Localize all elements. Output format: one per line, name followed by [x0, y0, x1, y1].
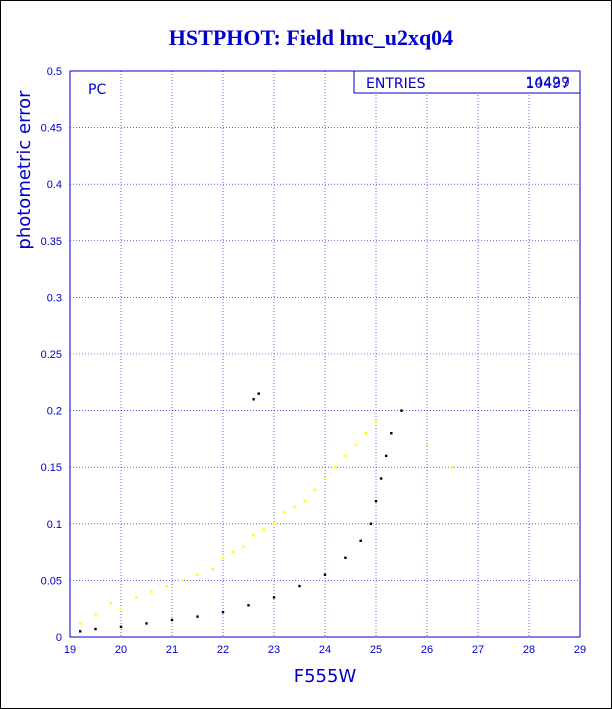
data-point: [119, 625, 123, 629]
y-tick-label: 0.1: [47, 519, 62, 531]
y-tick-label: 0.05: [41, 575, 62, 587]
data-point: [109, 601, 112, 605]
data-point: [369, 522, 373, 525]
data-point: [425, 443, 429, 446]
x-tick-label: 29: [574, 644, 586, 656]
data-point: [379, 477, 383, 480]
data-point: [165, 584, 169, 588]
x-tick-label: 23: [268, 644, 280, 656]
data-point: [359, 539, 362, 542]
data-point: [94, 613, 97, 616]
data-point: [257, 392, 260, 395]
data-point: [181, 579, 184, 582]
y-tick-label: 0: [56, 632, 62, 644]
data-point: [323, 573, 327, 576]
data-point: [247, 604, 250, 607]
data-point: [390, 432, 393, 435]
x-tick-label: 28: [523, 644, 535, 656]
data-point: [211, 567, 214, 571]
data-point: [79, 630, 82, 633]
data-point: [196, 615, 199, 618]
data-point: [313, 488, 316, 492]
data-point: [283, 511, 286, 514]
entries-box: ENTRIES 10497 14429: [353, 70, 581, 94]
data-point: [145, 622, 148, 625]
x-tick-label: 21: [166, 644, 178, 656]
data-point: [272, 522, 276, 525]
entries-value: 10497: [525, 76, 570, 92]
data-point: [135, 596, 138, 599]
y-axis-label: photometric error: [14, 90, 35, 250]
data-point: [364, 432, 367, 435]
y-tick-label: 0.35: [41, 236, 62, 248]
data-point: [252, 398, 255, 401]
x-tick-label: 25: [370, 644, 382, 656]
data-point: [385, 454, 388, 458]
data-point: [272, 596, 276, 599]
plot-area: [69, 70, 581, 638]
data-point: [298, 584, 301, 588]
entries-label: ENTRIES: [366, 76, 426, 92]
data-point: [293, 505, 296, 509]
data-point: [221, 610, 225, 614]
y-tick-label: 0.3: [47, 292, 62, 304]
entries-value-overprint: 14429: [525, 75, 570, 91]
x-tick-label: 20: [115, 644, 127, 656]
y-tick-label: 0.45: [41, 123, 62, 135]
data-point: [170, 618, 174, 622]
data-point: [400, 409, 403, 412]
data-point: [150, 590, 153, 593]
y-tick-label: 0.15: [41, 462, 62, 474]
data-point: [242, 545, 245, 548]
data-point: [221, 556, 225, 559]
data-point: [262, 528, 265, 531]
x-tick-label: 24: [319, 644, 331, 656]
data-point: [374, 499, 378, 503]
data-point: [303, 499, 306, 503]
chart-title: HSTPHOT: Field lmc_u2xq04: [169, 25, 453, 50]
entries-box-frame: [353, 70, 581, 94]
x-axis-label: F555W: [294, 666, 357, 687]
data-point: [119, 607, 123, 610]
data-point: [94, 627, 97, 631]
data-point: [374, 420, 378, 424]
x-tick-label: 19: [64, 644, 76, 656]
data-point: [334, 466, 337, 469]
data-point: [344, 556, 347, 559]
x-tick-label: 27: [472, 644, 484, 656]
x-tick-label: 26: [421, 644, 433, 656]
grid: [69, 70, 581, 638]
data-point: [232, 550, 235, 554]
data-point: [196, 573, 199, 576]
x-tick-label: 22: [217, 644, 229, 656]
x-axis-ticks: 19 20 21 22 23 24 25 26 27 28 29: [64, 644, 586, 656]
y-tick-label: 0.2: [47, 406, 62, 418]
pc-annotation: PC: [88, 82, 106, 98]
data-point: [451, 466, 454, 469]
y-axis-ticks: 0 0.05 0.1 0.15 0.2 0.25 0.3 0.35 0.4 0.45 0.5: [41, 66, 62, 644]
data-points: [79, 392, 454, 633]
y-tick-label: 0.4: [47, 179, 62, 191]
y-tick-label: 0.5: [47, 66, 62, 78]
data-point: [354, 443, 357, 446]
data-point: [252, 533, 255, 537]
y-tick-label: 0.25: [41, 349, 62, 361]
data-point: [79, 622, 82, 625]
data-point: [323, 477, 327, 480]
data-point: [344, 454, 347, 458]
